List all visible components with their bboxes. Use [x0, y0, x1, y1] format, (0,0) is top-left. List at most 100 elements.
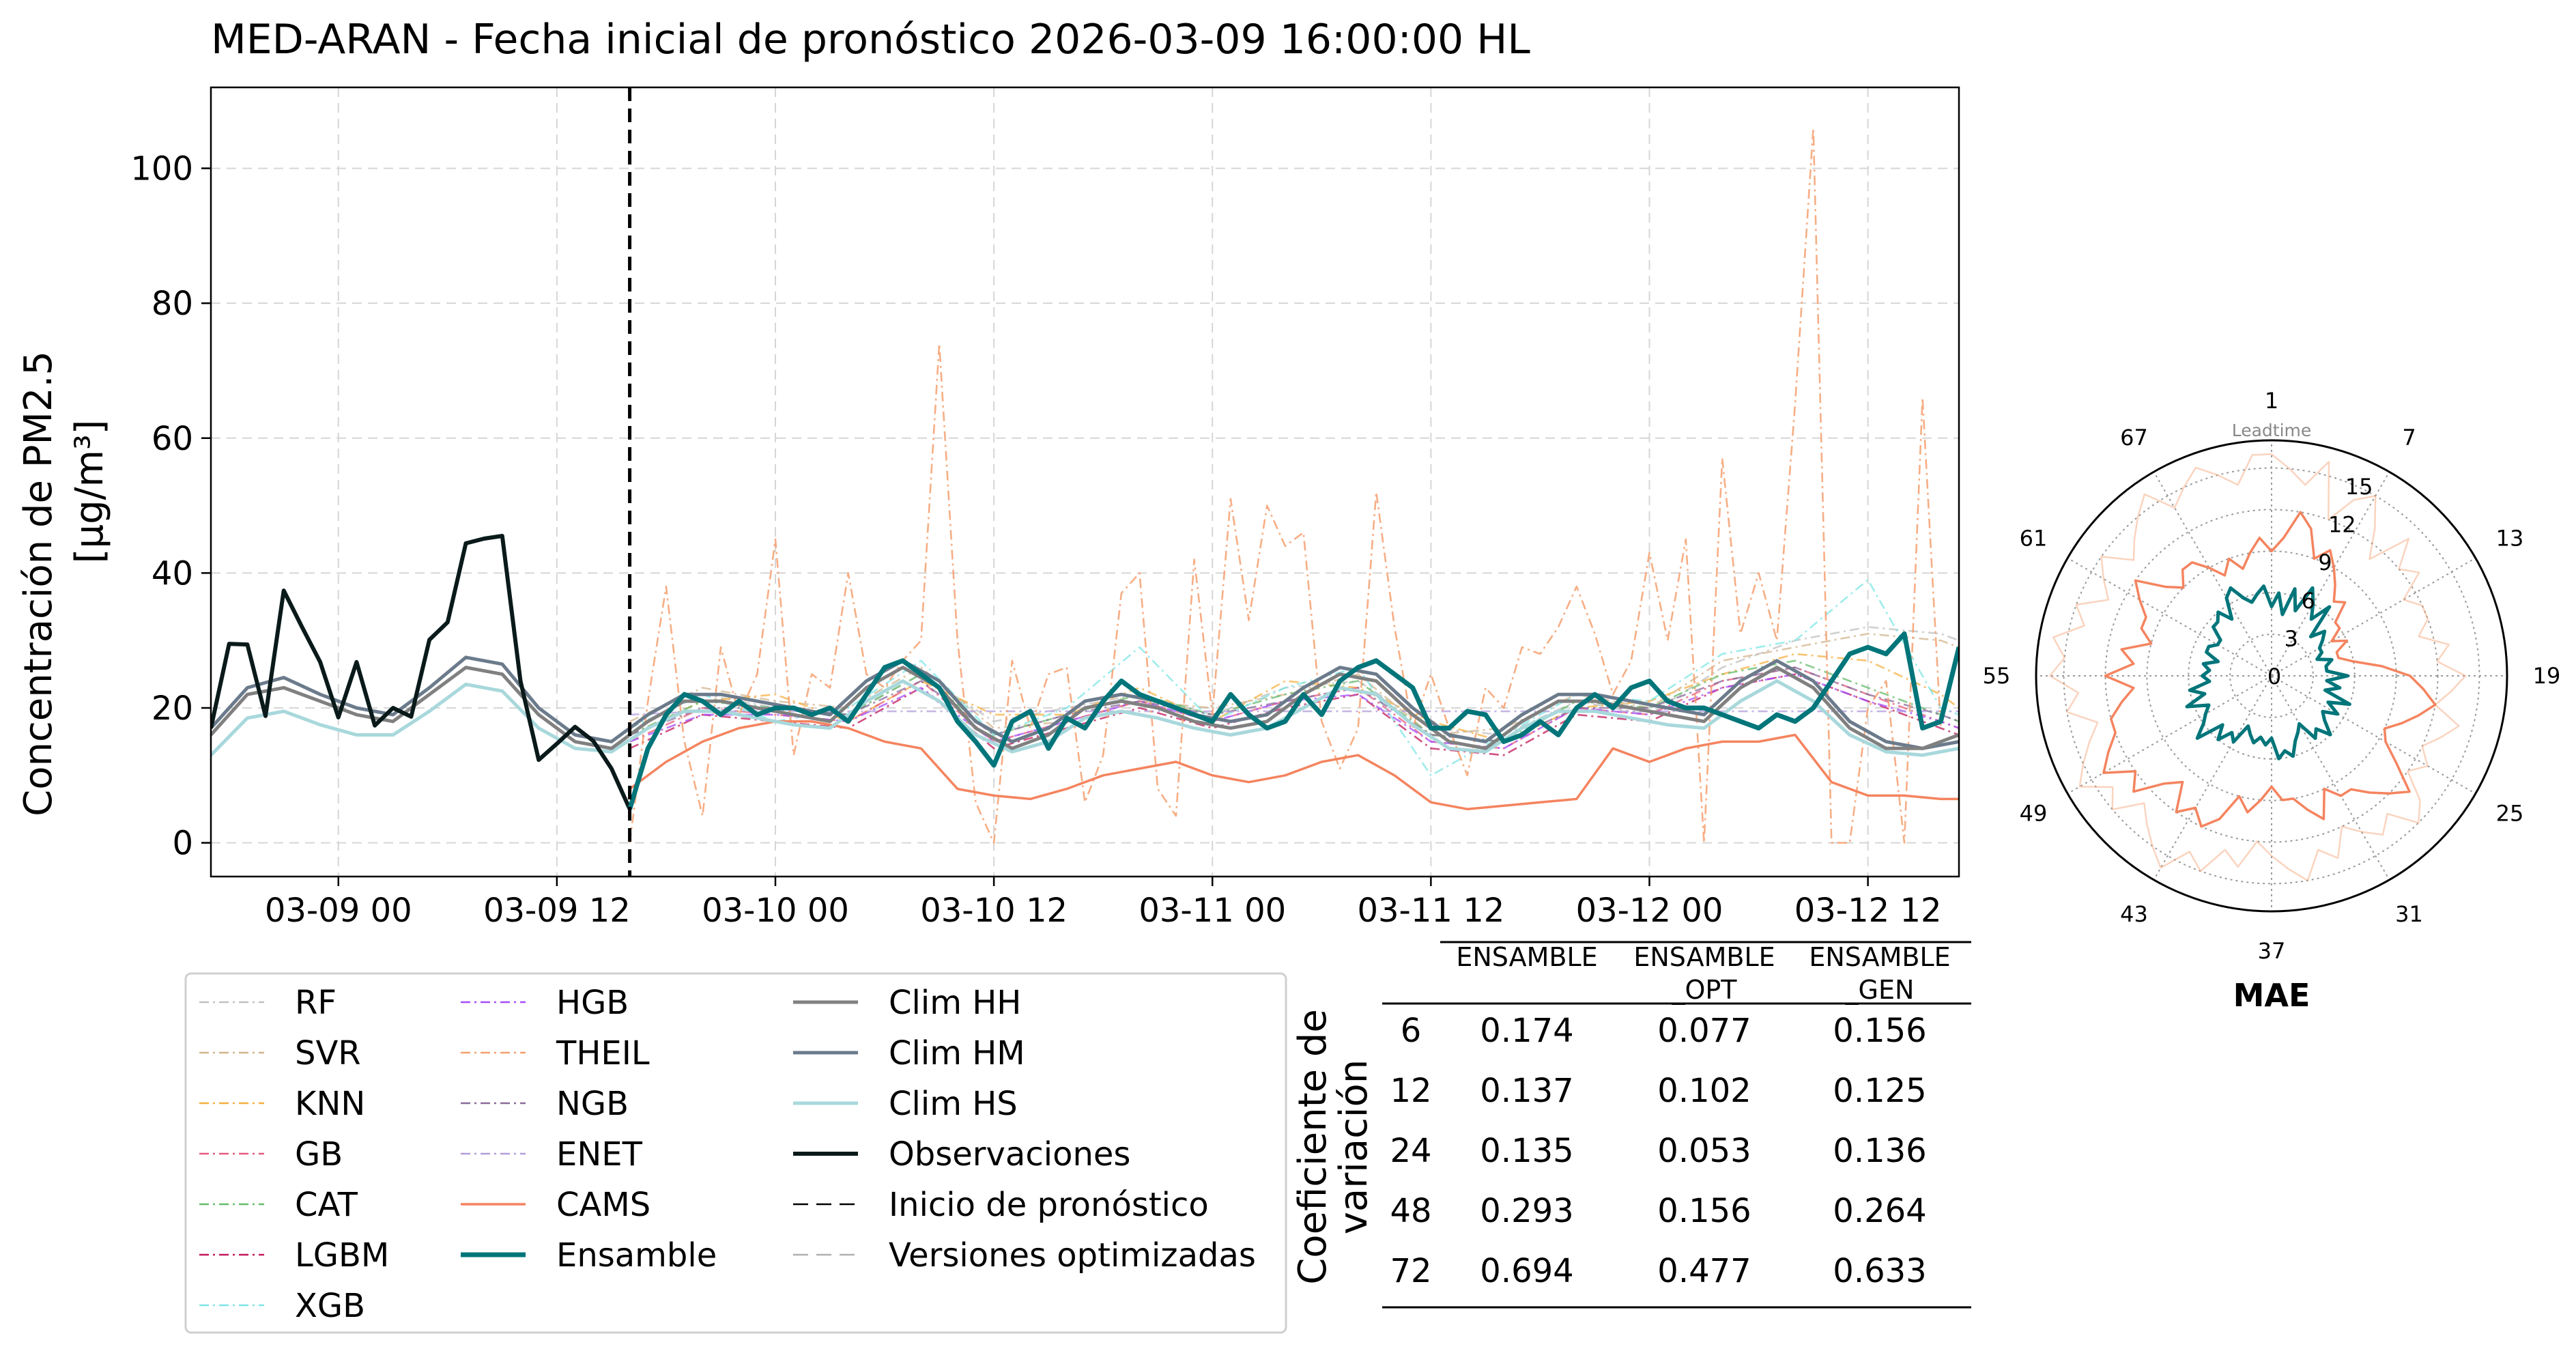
table-cell: 0.077 — [1657, 1012, 1751, 1050]
x-tick-label: 03-10 12 — [920, 892, 1068, 930]
table-cell: 0.137 — [1480, 1072, 1573, 1110]
series-line-enet — [629, 710, 1959, 716]
polar-angle-gridline — [2067, 675, 2272, 795]
cv-table: ENSAMBLE ENSAMBLE_OPTENSAMBLE_GENCoeficie… — [1291, 941, 1971, 1309]
table-cell: 0.125 — [1833, 1072, 1926, 1110]
table-column-header-1: ENSAMBLE — [1456, 942, 1597, 972]
table-row-label: 6 — [1401, 1012, 1422, 1050]
x-tick-label: 03-10 00 — [702, 892, 849, 930]
table-cell: 0.633 — [1833, 1252, 1926, 1290]
y-tick-label: 60 — [152, 420, 193, 458]
table-cell: 0.156 — [1833, 1012, 1926, 1050]
legend: RF SVR KNN GB CAT LGBM XGB HGB THEIL NGB ENET CAMS E… — [184, 972, 1287, 1334]
x-tick-label: 03-11 12 — [1357, 892, 1504, 930]
plot-frame — [210, 86, 1960, 878]
legend-label-ensamble: Ensamble — [556, 1236, 717, 1275]
polar-axis-label: Leadtime — [2232, 421, 2312, 440]
chart-title: MED-ARAN - Fecha inicial de pronóstico 2… — [211, 16, 1530, 63]
polar-angle-label: 1 — [2265, 388, 2278, 414]
polar-angle-label: 37 — [2258, 938, 2286, 964]
series-line-clim-hs — [211, 679, 1959, 757]
polar-angle-label: 25 — [2496, 801, 2524, 827]
legend-frame — [184, 972, 1287, 1334]
table-cell: 0.174 — [1480, 1012, 1573, 1050]
series-line-clim-hm — [211, 655, 1959, 750]
polar-angle-label: 43 — [2120, 901, 2148, 927]
legend-label-lgbm: LGBM — [295, 1236, 389, 1275]
series-line-clim-hh — [211, 666, 1959, 750]
y-tick-label: 40 — [152, 554, 193, 593]
polar-angle-gridline — [2271, 675, 2476, 795]
polar-angle-gridline — [2271, 557, 2476, 677]
series-line-cams — [629, 720, 1959, 810]
polar-angle-label: 61 — [2020, 526, 2048, 552]
polar-r-tick-label: 15 — [2345, 474, 2373, 500]
table-column-header-3: _GEN — [1845, 975, 1915, 1005]
x-tick-label: 03-11 00 — [1139, 892, 1286, 930]
table-row-header-line2: variación — [1332, 1060, 1376, 1234]
legend-label-clim-hm: Clim HM — [889, 1034, 1025, 1072]
legend-label-cams: CAMS — [556, 1186, 650, 1224]
legend-label-enet: ENET — [556, 1135, 643, 1174]
legend-label-ngb: NGB — [556, 1085, 629, 1123]
polar-angle-label: 13 — [2496, 526, 2524, 552]
polar-r-tick-label: 9 — [2318, 550, 2332, 575]
series-line-gb — [629, 666, 1959, 750]
legend-label-inicio-de-pron-stico: Inicio de pronóstico — [889, 1186, 1209, 1224]
main-line-chart: 03-09 00 03-09 12 03-10 00 03-10 12 03-11 00… — [130, 86, 1960, 930]
legend-label-theil: THEIL — [556, 1034, 650, 1072]
legend-label-hgb: HGB — [556, 984, 629, 1022]
y-axis-label: Concentración de PM2.5 [μg/m³] — [16, 351, 112, 816]
table-cell: 0.136 — [1833, 1132, 1926, 1170]
series-line-observaciones — [211, 534, 632, 810]
polar-angle-label: 31 — [2395, 901, 2423, 927]
legend-label-observaciones: Observaciones — [889, 1135, 1130, 1174]
grid — [211, 87, 1959, 877]
plot-area — [211, 87, 1959, 877]
y-tick-label: 0 — [172, 825, 193, 863]
polar-r-tick-label: 12 — [2328, 512, 2356, 538]
table-cell: 0.156 — [1657, 1192, 1751, 1230]
x-tick-label: 03-09 12 — [483, 892, 631, 930]
y-tick-label: 80 — [152, 285, 193, 323]
polar-angle-gridline — [2271, 675, 2390, 881]
polar-angle-label: 19 — [2533, 663, 2561, 689]
polar-r-gridline — [2104, 509, 2439, 843]
y-tick-label: 100 — [130, 150, 193, 188]
legend-label-clim-hh: Clim HH — [889, 984, 1021, 1022]
polar-angle-label: 67 — [2120, 425, 2148, 451]
table-row-label: 48 — [1390, 1192, 1431, 1230]
table-cell: 0.477 — [1657, 1252, 1751, 1290]
polar-x-label: MAE — [2233, 977, 2310, 1014]
polar-angle-label: 55 — [1983, 663, 2011, 689]
y-axis-label-line2: [μg/m³] — [68, 420, 112, 564]
legend-label-rf: RF — [295, 984, 337, 1022]
polar-series-cams — [2102, 511, 2437, 828]
polar-r-tick-label: 6 — [2301, 588, 2315, 614]
table-cell: 0.135 — [1480, 1132, 1573, 1170]
table-row-label: 24 — [1390, 1132, 1431, 1170]
legend-label-svr: SVR — [295, 1034, 361, 1072]
polar-r-tick-label: 3 — [2285, 625, 2298, 651]
polar-angle-gridline — [2067, 557, 2272, 677]
table-cell: 0.694 — [1480, 1252, 1573, 1290]
x-tick-label: 03-12 12 — [1794, 892, 1942, 930]
y-tick-label: 20 — [152, 689, 193, 728]
table-row-header: Coeficiente devariación — [1291, 1009, 1376, 1285]
table-column-header-2: _OPT — [1671, 975, 1737, 1005]
legend-label-xgb: XGB — [295, 1287, 365, 1325]
polar-angle-gridline — [2153, 471, 2272, 677]
polar-r-gridline — [2146, 550, 2397, 801]
polar-angle-label: 7 — [2402, 425, 2416, 451]
table-column-header-3: ENSAMBLE — [1809, 942, 1950, 972]
legend-label-versiones-optimizadas: Versiones optimizadas — [889, 1236, 1256, 1275]
x-tick-label: 03-09 00 — [265, 892, 412, 930]
legend-label-clim-hs: Clim HS — [889, 1085, 1018, 1123]
x-tick-label: 03-12 00 — [1576, 892, 1723, 930]
table-cell: 0.293 — [1480, 1192, 1573, 1230]
table-column-header-2: ENSAMBLE — [1633, 942, 1775, 972]
series-group — [211, 127, 1959, 844]
polar-outer-ring — [2035, 439, 2508, 913]
